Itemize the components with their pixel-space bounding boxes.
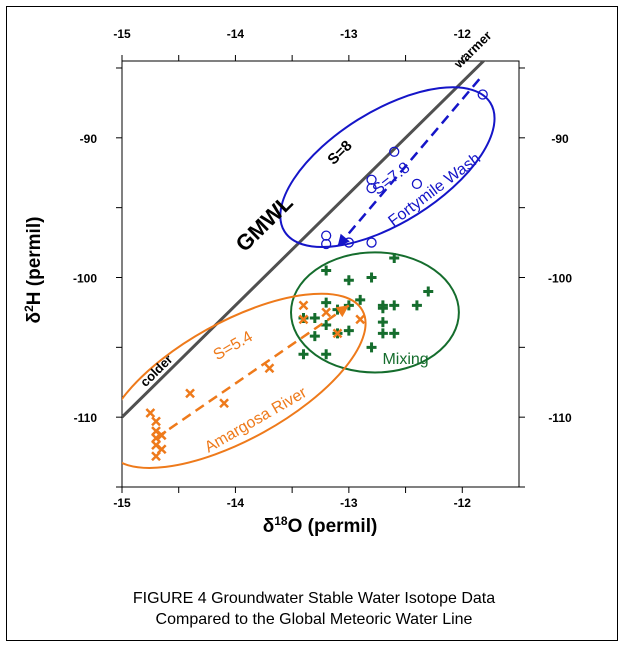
gmwl-line (122, 61, 486, 419)
x-tick-label-bottom: -14 (227, 496, 245, 510)
fortymile-wash-point (389, 146, 400, 157)
mixing-point (389, 252, 400, 263)
y-tick-label-right: -110 (548, 411, 572, 425)
amargosa-river-point (151, 416, 161, 427)
mixing-point (321, 265, 332, 276)
fortymile-wash-point (366, 182, 377, 194)
fortymile-wash-point (343, 237, 355, 248)
figure-caption: FIGURE 4 Groundwater Stable Water Isotop… (0, 588, 628, 630)
mixing-point (411, 300, 422, 311)
x-tick-label-top: -13 (340, 27, 358, 41)
amargosa-river-point (145, 408, 156, 418)
mixing-point (366, 342, 377, 353)
amargosa-river-slope-label: S=5.4 (211, 328, 256, 364)
mixing-point (321, 297, 332, 308)
figure-frame (6, 6, 618, 641)
mixing-point (309, 312, 320, 323)
fortymile-wash-trend-line (336, 78, 481, 248)
fortymile-wash-point (321, 230, 332, 241)
amargosa-river-point (298, 300, 309, 311)
amargosa-river-ellipse (122, 292, 367, 469)
mixing-point (366, 272, 377, 283)
mixing-label: Mixing (382, 351, 428, 368)
mixing-point (321, 319, 332, 330)
plot-area (121, 60, 520, 488)
fortymile-wash-point (411, 178, 423, 190)
mixing-point (389, 300, 400, 311)
fortymile-wash-point (477, 89, 488, 100)
fortymile-wash-point (321, 238, 332, 250)
y-tick-label-right: -100 (548, 271, 572, 285)
x-tick-label-bottom: -15 (113, 496, 131, 510)
amargosa-river-trend-arrow (335, 305, 349, 318)
caption-line-1: FIGURE 4 Groundwater Stable Water Isotop… (132, 590, 496, 607)
amargosa-river-point (185, 388, 195, 399)
amargosa-river-trend-line (155, 304, 350, 440)
mixing-point (355, 294, 366, 305)
mixing-point (389, 328, 400, 339)
x-tick-label-bottom: -12 (454, 496, 472, 510)
amargosa-river-point (264, 363, 275, 374)
x-axis-title: δ18O (permil) (263, 514, 378, 537)
mixing-point (377, 303, 388, 314)
caption-line-2: Compared to the Global Meteoric Water Li… (155, 611, 473, 628)
amargosa-river-point (355, 314, 366, 325)
x-tick-label-top: -15 (113, 27, 131, 41)
amargosa-river-label: Amargosa River (202, 384, 310, 456)
amargosa-river-point (219, 398, 229, 409)
gmwl-slope-label: S=8 (324, 137, 355, 168)
mixing-point (298, 349, 309, 360)
amargosa-river-point (156, 430, 167, 441)
mixing-point (423, 286, 434, 297)
mixing-point (309, 331, 320, 342)
mixing-point (377, 317, 388, 328)
mixing-point (343, 275, 354, 286)
y-tick-label-left: -100 (73, 271, 97, 285)
x-tick-label-top: -14 (227, 27, 245, 41)
amargosa-river-point (332, 328, 343, 339)
fortymile-wash-trend-arrow (337, 233, 350, 247)
mixing-point (343, 300, 354, 311)
amargosa-river-point (151, 451, 161, 462)
x-tick-label-bottom: -13 (340, 496, 358, 510)
gmwl-label: GMWL (231, 190, 298, 257)
x-tick-label-top: -12 (454, 27, 472, 41)
mixing-point (343, 325, 354, 336)
fortymile-wash-point (366, 237, 377, 248)
y-axis-title: δ2H (permil) (22, 217, 45, 324)
amargosa-river-point (321, 307, 332, 318)
y-tick-label-right: -90 (551, 132, 569, 146)
fortymile-wash-ellipse (279, 86, 496, 249)
y-tick-label-left: -110 (74, 411, 98, 425)
y-tick-label-left: -90 (80, 132, 98, 146)
mixing-point (321, 349, 332, 360)
mixing-ellipse (290, 251, 460, 374)
amargosa-river-point (298, 314, 309, 325)
mixing-point (377, 328, 388, 339)
